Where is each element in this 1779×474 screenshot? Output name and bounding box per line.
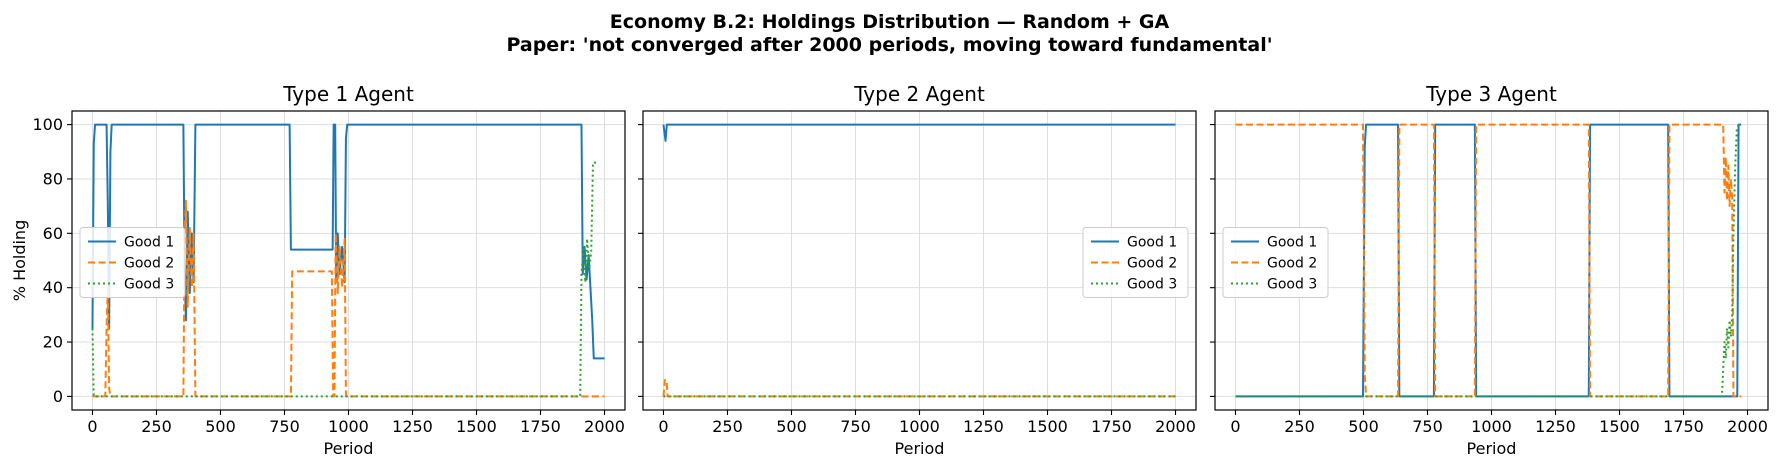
series-line-good-2 bbox=[92, 199, 605, 398]
panel-2: 0 250 500 750 1000 1250 1500 1750 2000 Type 2 Age… bbox=[638, 82, 1197, 458]
legend: Good 1 Good 2 Good 3 bbox=[1082, 227, 1189, 298]
x-tick-label: 0 bbox=[1230, 417, 1240, 436]
x-tick-label: 1250 bbox=[392, 417, 433, 436]
series-group bbox=[1235, 123, 1742, 398]
panel-title: Type 1 Agent bbox=[282, 82, 414, 106]
x-tick-label: 0 bbox=[658, 417, 668, 436]
legend-label-good-3: Good 3 bbox=[1267, 277, 1317, 293]
x-tick-label: 250 bbox=[1284, 417, 1315, 436]
x-tick-label: 1500 bbox=[1027, 417, 1068, 436]
y-axis-label: % Holding bbox=[10, 220, 29, 301]
panel-title: Type 2 Agent bbox=[853, 82, 985, 106]
x-axis-label: Period bbox=[324, 439, 374, 458]
panel-3: 0 250 500 750 1000 1250 1500 1750 2000 Type 3 Age… bbox=[1210, 82, 1769, 458]
legend-label-good-2: Good 2 bbox=[124, 256, 174, 272]
x-tick-label: 500 bbox=[1348, 417, 1379, 436]
series-group bbox=[662, 123, 1176, 398]
legend-label-good-1: Good 1 bbox=[124, 235, 174, 251]
y-tick-label: 20 bbox=[43, 333, 63, 352]
x-tick-label: 500 bbox=[776, 417, 807, 436]
figure-title-line-2: Paper: 'not converged after 2000 periods… bbox=[506, 34, 1272, 56]
x-tick-label: 250 bbox=[712, 417, 743, 436]
x-axis-label: Period bbox=[895, 439, 945, 458]
series-line-good-1 bbox=[662, 123, 1176, 142]
series-line-good-2 bbox=[1235, 123, 1742, 398]
y-tick-label: 40 bbox=[43, 278, 63, 297]
x-tick-label: 750 bbox=[269, 417, 300, 436]
x-tick-label: 1000 bbox=[328, 417, 369, 436]
series-group bbox=[91, 123, 605, 398]
y-tick-label: 0 bbox=[53, 387, 63, 406]
x-tick-label: 1250 bbox=[1535, 417, 1576, 436]
panel-title: Type 3 Agent bbox=[1425, 82, 1557, 106]
x-tick-label: 1000 bbox=[1471, 417, 1512, 436]
legend: Good 1 Good 2 Good 3 bbox=[1222, 227, 1329, 298]
x-tick-label: 1750 bbox=[1091, 417, 1132, 436]
x-tick-label: 500 bbox=[205, 417, 236, 436]
legend-label-good-3: Good 3 bbox=[1127, 277, 1177, 293]
x-tick-label: 750 bbox=[840, 417, 871, 436]
x-tick-label: 1750 bbox=[1663, 417, 1704, 436]
legend-box bbox=[1082, 227, 1189, 298]
legend-label-good-1: Good 1 bbox=[1127, 235, 1177, 251]
legend-label-good-3: Good 3 bbox=[124, 277, 174, 293]
x-tick-label: 1000 bbox=[899, 417, 940, 436]
legend-label-good-2: Good 2 bbox=[1127, 256, 1177, 272]
x-tick-label: 1500 bbox=[456, 417, 497, 436]
legend: Good 1 Good 2 Good 3 bbox=[79, 227, 186, 298]
legend-label-good-2: Good 2 bbox=[1267, 256, 1317, 272]
chart-panels: 0 250 500 750 1000 1250 1500 1750 20000204060801… bbox=[10, 82, 1769, 458]
x-tick-label: 250 bbox=[141, 417, 172, 436]
y-tick-label: 80 bbox=[43, 169, 63, 188]
legend-box bbox=[1222, 227, 1329, 298]
y-tick-label: 60 bbox=[43, 224, 63, 243]
panel-1: 0 250 500 750 1000 1250 1500 1750 2000 0 20 40 60 80 1… bbox=[10, 82, 626, 458]
x-tick-label: 2000 bbox=[584, 417, 625, 436]
legend-box bbox=[79, 227, 186, 298]
series-line-good-1 bbox=[91, 123, 605, 360]
x-tick-label: 1250 bbox=[963, 417, 1004, 436]
x-tick-label: 1500 bbox=[1599, 417, 1640, 436]
x-tick-label: 750 bbox=[1412, 417, 1443, 436]
x-tick-label: 1750 bbox=[520, 417, 561, 436]
x-tick-label: 2000 bbox=[1155, 417, 1196, 436]
x-axis-label: Period bbox=[1467, 439, 1517, 458]
x-tick-label: 2000 bbox=[1727, 417, 1768, 436]
legend-label-good-1: Good 1 bbox=[1267, 235, 1317, 251]
figure-title-line-1: Economy B.2: Holdings Distribution — Ran… bbox=[610, 11, 1170, 33]
y-tick-label: 100 bbox=[32, 115, 63, 134]
series-line-good-2 bbox=[662, 379, 1176, 398]
x-tick-label: 0 bbox=[87, 417, 97, 436]
